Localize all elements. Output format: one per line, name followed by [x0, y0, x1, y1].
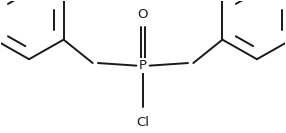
Text: Cl: Cl [136, 116, 150, 129]
Text: O: O [138, 9, 148, 21]
Text: P: P [139, 59, 147, 72]
